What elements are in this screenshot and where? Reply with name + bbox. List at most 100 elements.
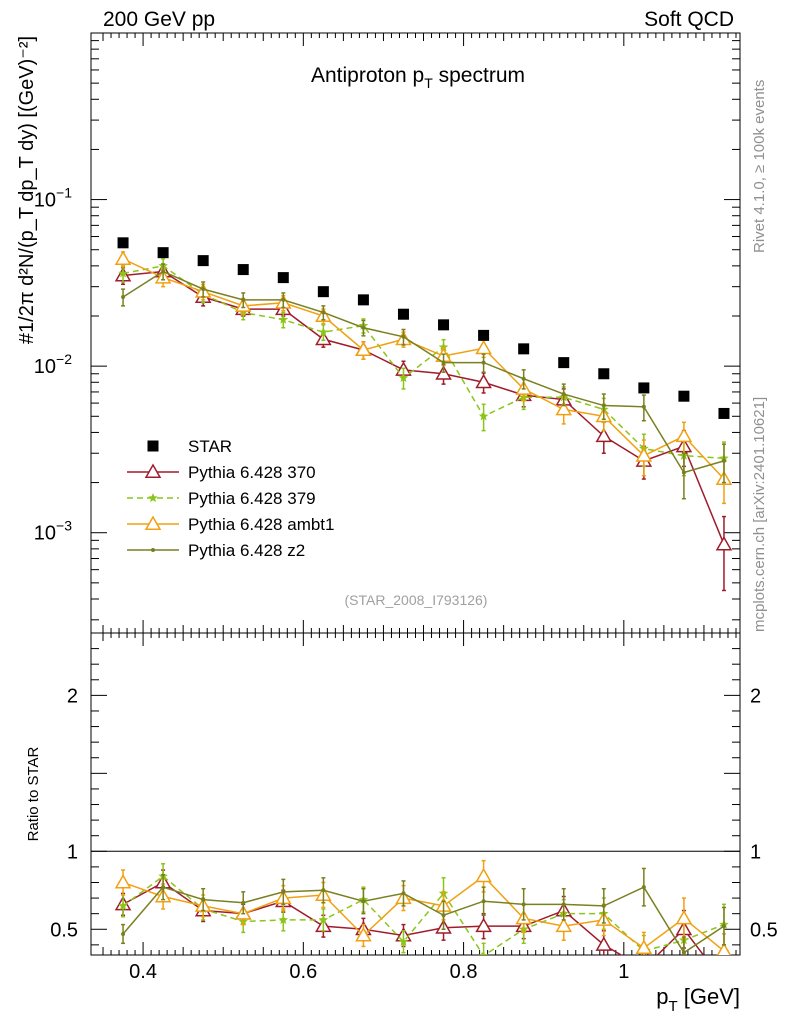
star-point [638, 382, 650, 394]
ratio-panel-frame [90, 632, 741, 956]
legend-item-ambt1: Pythia 6.428 ambt1 [127, 515, 334, 534]
ambt1-point [675, 427, 693, 443]
ratio-y-tick-label-left: 2 [67, 685, 78, 707]
header-right-label: Soft QCD [644, 8, 734, 31]
ambt1-point [675, 909, 693, 925]
p370-point [715, 535, 733, 551]
p370-line [122, 881, 705, 955]
legend-marker-ambt1 [144, 515, 162, 530]
ratio-y-tick-label-right: 1 [750, 841, 761, 863]
legend-marker-p379 [148, 493, 158, 503]
z2-point [721, 924, 726, 929]
ambt1-point [555, 917, 573, 933]
star-point [117, 237, 129, 249]
z2-point [601, 403, 606, 408]
p379-point [278, 314, 289, 324]
z2-point [401, 334, 406, 339]
z2-point [201, 287, 206, 292]
ambt1-point [716, 942, 732, 955]
main-y-tick-label: 10−1 [34, 185, 72, 212]
legend-item-z2: Pythia 6.428 z2 [127, 541, 305, 560]
star-point [397, 308, 409, 320]
p379-point [118, 900, 128, 910]
x-tick-label: 1 [618, 961, 629, 983]
z2-point [361, 325, 366, 330]
z2-point [281, 889, 286, 894]
z2-point [121, 931, 126, 936]
z2-point [641, 404, 646, 409]
p370-point [637, 961, 651, 973]
z2-point [321, 310, 326, 315]
z2-point [601, 903, 606, 908]
z2-point [521, 902, 526, 907]
main-y-ticks [91, 32, 740, 621]
legend-item-p370: Pythia 6.428 370 [127, 463, 316, 482]
ratio-y-tick-label-right: 0.5 [750, 919, 778, 941]
z2-point [201, 897, 206, 902]
ratio-y-tick-label-right: 2 [750, 685, 761, 707]
p370-point [475, 917, 492, 933]
z2-point [641, 885, 646, 890]
z2-point [521, 376, 526, 381]
z2-point [481, 899, 486, 904]
ambt1-point [114, 873, 132, 889]
p379-point [398, 372, 409, 382]
z2-point [241, 900, 246, 905]
star-point [518, 343, 530, 355]
z2-point [681, 950, 686, 955]
p379-point [278, 914, 289, 924]
ambt1-point [635, 939, 653, 954]
z2-point [321, 888, 326, 893]
main-series-z2 [121, 263, 726, 500]
star-point [197, 255, 209, 267]
ratio-y-axis-label: Ratio to STAR [25, 746, 42, 841]
z2-point [441, 360, 446, 365]
z2-point [161, 885, 166, 890]
ambt1-line [122, 258, 725, 480]
main-series-ambt1 [114, 250, 733, 505]
z2-point [121, 295, 126, 300]
ambt1-point [635, 447, 653, 462]
p379-point [438, 342, 449, 352]
main-y-axis-label: #1/2π d²N/(p_T dp_T dy) [(GeV)⁻²] [16, 36, 38, 344]
ambt1-point [355, 926, 372, 942]
star-point [718, 407, 730, 419]
z2-point [561, 392, 566, 397]
z2-point [161, 269, 166, 274]
star-point [678, 390, 690, 402]
legend-item-star: STAR [147, 437, 232, 456]
legend-label-p370: Pythia 6.428 370 [188, 463, 316, 482]
ratio-series-z2 [121, 867, 726, 955]
ratio-y-tick-label-left: 0.5 [50, 919, 78, 941]
z2-point [441, 913, 446, 918]
legend: STAR Pythia 6.428 370 Pythia 6.428 379 Pyth… [127, 437, 334, 560]
legend-label-star: STAR [188, 437, 232, 456]
star-point [277, 272, 289, 284]
z2-point [561, 902, 566, 907]
main-chart-title: Antiproton pT spectrum [311, 64, 525, 91]
ratio-y-ticks [91, 632, 740, 946]
main-y-tick-label: 10−2 [34, 351, 72, 378]
p379-point [318, 327, 329, 337]
z2-point [241, 297, 246, 302]
star-point [237, 264, 249, 276]
legend-label-z2: Pythia 6.428 z2 [188, 541, 305, 560]
p379-line [122, 265, 725, 459]
z2-line [122, 270, 725, 474]
ratio-series-p370 [114, 869, 705, 973]
z2-point [401, 891, 406, 896]
star-point [157, 247, 169, 259]
header-left-label: 200 GeV pp [103, 8, 216, 31]
star-point [558, 357, 570, 369]
star-point [598, 368, 610, 380]
z2-line [122, 886, 725, 954]
p370-point [475, 373, 492, 389]
star-point [357, 294, 369, 306]
p379-point [478, 411, 489, 421]
star-point [438, 319, 450, 331]
p370-point [595, 936, 613, 951]
z2-point [281, 297, 286, 302]
p379-point [398, 936, 409, 946]
main-y-tick-label: 10−3 [34, 518, 72, 545]
